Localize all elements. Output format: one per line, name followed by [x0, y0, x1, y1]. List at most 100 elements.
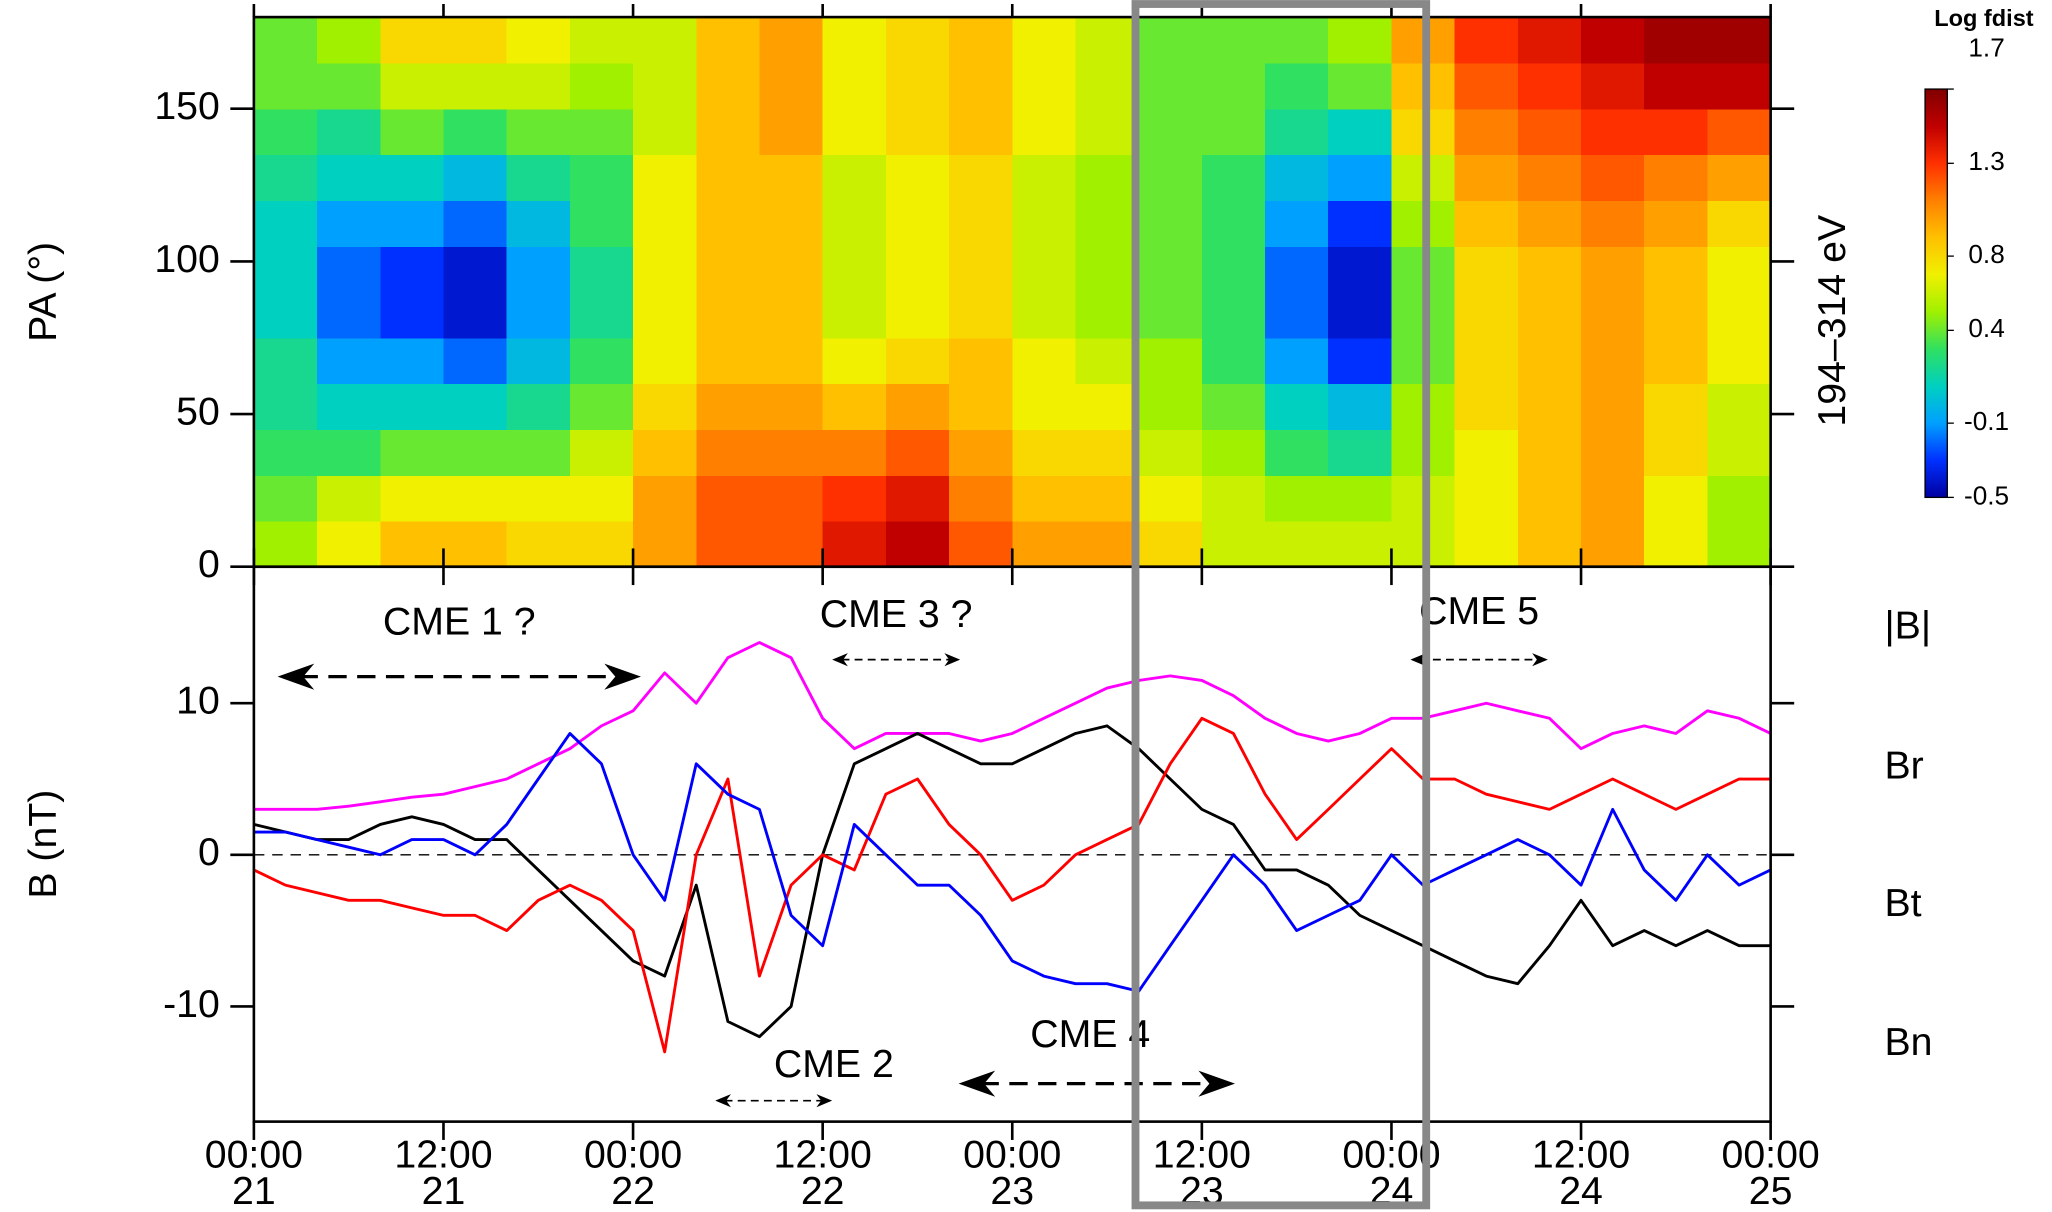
x-tick-day: 24: [1559, 1169, 1603, 1212]
colorbar-tick-label: 0.4: [1968, 313, 2004, 343]
heat-cell: [1517, 154, 1582, 201]
heat-cell: [1075, 475, 1140, 522]
heat-cell: [1075, 520, 1140, 568]
heat-cell: [317, 17, 381, 64]
x-tick-label: 12:00: [774, 1132, 872, 1176]
heat-cell: [1328, 108, 1393, 156]
x-tick-label: 12:00: [394, 1132, 492, 1176]
heat-cell: [1138, 520, 1203, 568]
heat-cell: [1012, 200, 1077, 247]
heat-cell: [1138, 108, 1203, 156]
heat-cell: [696, 475, 761, 522]
heat-cell: [1707, 429, 1772, 476]
x-tick-day: 22: [801, 1169, 845, 1212]
heat-cell: [317, 337, 381, 385]
heat-cell: [317, 200, 381, 247]
heat-cell: [1581, 520, 1645, 568]
colorbar: [1924, 88, 1948, 499]
heat-cell: [443, 246, 508, 293]
heat-cell: [1517, 62, 1582, 110]
heat-cell: [1454, 383, 1519, 430]
colorbar-tick-label: -0.1: [1964, 406, 2009, 436]
annotation-label: CME 4: [1030, 1012, 1150, 1056]
heat-cell: [1707, 62, 1772, 110]
x-tick-day: 25: [1749, 1169, 1793, 1212]
heat-cell: [1328, 246, 1393, 293]
heat-cell: [1581, 475, 1645, 522]
heat-cell: [759, 383, 824, 430]
field-lines: [253, 641, 1772, 1054]
heat-cell: [506, 246, 571, 293]
heat-cell: [1265, 429, 1329, 476]
heat-cell: [1012, 154, 1077, 201]
heat-cell: [380, 200, 445, 247]
heat-cell: [1644, 291, 1709, 339]
heat-cell: [696, 429, 761, 476]
panel-frame: [252, 565, 1772, 1123]
heat-cell: [885, 108, 950, 156]
heat-cell: [759, 108, 824, 156]
heat-cell: [633, 383, 697, 430]
heat-cell: [1138, 246, 1203, 293]
heat-cell: [949, 383, 1013, 430]
heat-cell: [1012, 246, 1077, 293]
heat-cell: [1581, 108, 1645, 156]
heat-cell: [696, 383, 761, 430]
heat-cell: [1581, 200, 1645, 247]
heat-cell: [443, 337, 508, 385]
heat-cell: [1138, 291, 1203, 339]
heat-cell: [1581, 429, 1645, 476]
heat-cell: [1517, 108, 1582, 156]
heat-cell: [1454, 200, 1519, 247]
heat-cell: [1581, 17, 1645, 64]
heat-cell: [633, 62, 697, 110]
arrow-head: [832, 653, 848, 667]
heat-cell: [696, 337, 761, 385]
heat-cell: [253, 108, 318, 156]
colorbar-title: Log fdist: [1934, 5, 2034, 31]
heat-cell: [759, 291, 824, 339]
colorbar-tick-label: 1.3: [1968, 146, 2004, 176]
heat-cell: [759, 154, 824, 201]
heat-cell: [1138, 17, 1203, 64]
series-line: [253, 716, 1771, 1054]
heat-cell: [380, 475, 445, 522]
heat-cell: [1517, 17, 1582, 64]
x-tick-day: 21: [422, 1169, 466, 1212]
heat-cell: [443, 383, 508, 430]
heat-cell: [1138, 383, 1203, 430]
heat-cell: [1581, 337, 1645, 385]
heat-cell: [1012, 62, 1077, 110]
x-tick-label: 00:00: [205, 1132, 303, 1176]
heat-cell: [822, 291, 887, 339]
heat-cell: [696, 17, 761, 64]
y-axis-label: PA (°): [21, 242, 65, 342]
heat-cell: [1201, 62, 1266, 110]
arrow-head: [944, 653, 961, 667]
heat-cell: [506, 154, 571, 201]
heat-cell: [1201, 475, 1266, 522]
heat-cell: [569, 520, 634, 568]
heat-cell: [443, 520, 508, 568]
heat-cell: [1201, 108, 1266, 156]
arrow-head: [958, 1070, 996, 1097]
heat-cell: [1265, 337, 1329, 385]
heat-cell: [885, 337, 950, 385]
heat-cell: [1201, 17, 1266, 64]
heat-cell: [1517, 200, 1582, 247]
heat-cell: [633, 17, 697, 64]
x-tick-label: 12:00: [1532, 1132, 1630, 1176]
heat-cell: [1644, 429, 1709, 476]
heat-cell: [1012, 520, 1077, 568]
heat-cell: [1328, 154, 1393, 201]
heat-cell: [253, 246, 318, 293]
arrow-head: [604, 663, 641, 690]
heat-cell: [317, 475, 381, 522]
heat-cell: [1265, 108, 1329, 156]
heat-cell: [633, 246, 697, 293]
heat-cell: [949, 17, 1013, 64]
heat-cell: [506, 337, 571, 385]
y-tick-label: 100: [154, 237, 220, 281]
energy-label: 194–314 eV: [1810, 215, 1854, 427]
